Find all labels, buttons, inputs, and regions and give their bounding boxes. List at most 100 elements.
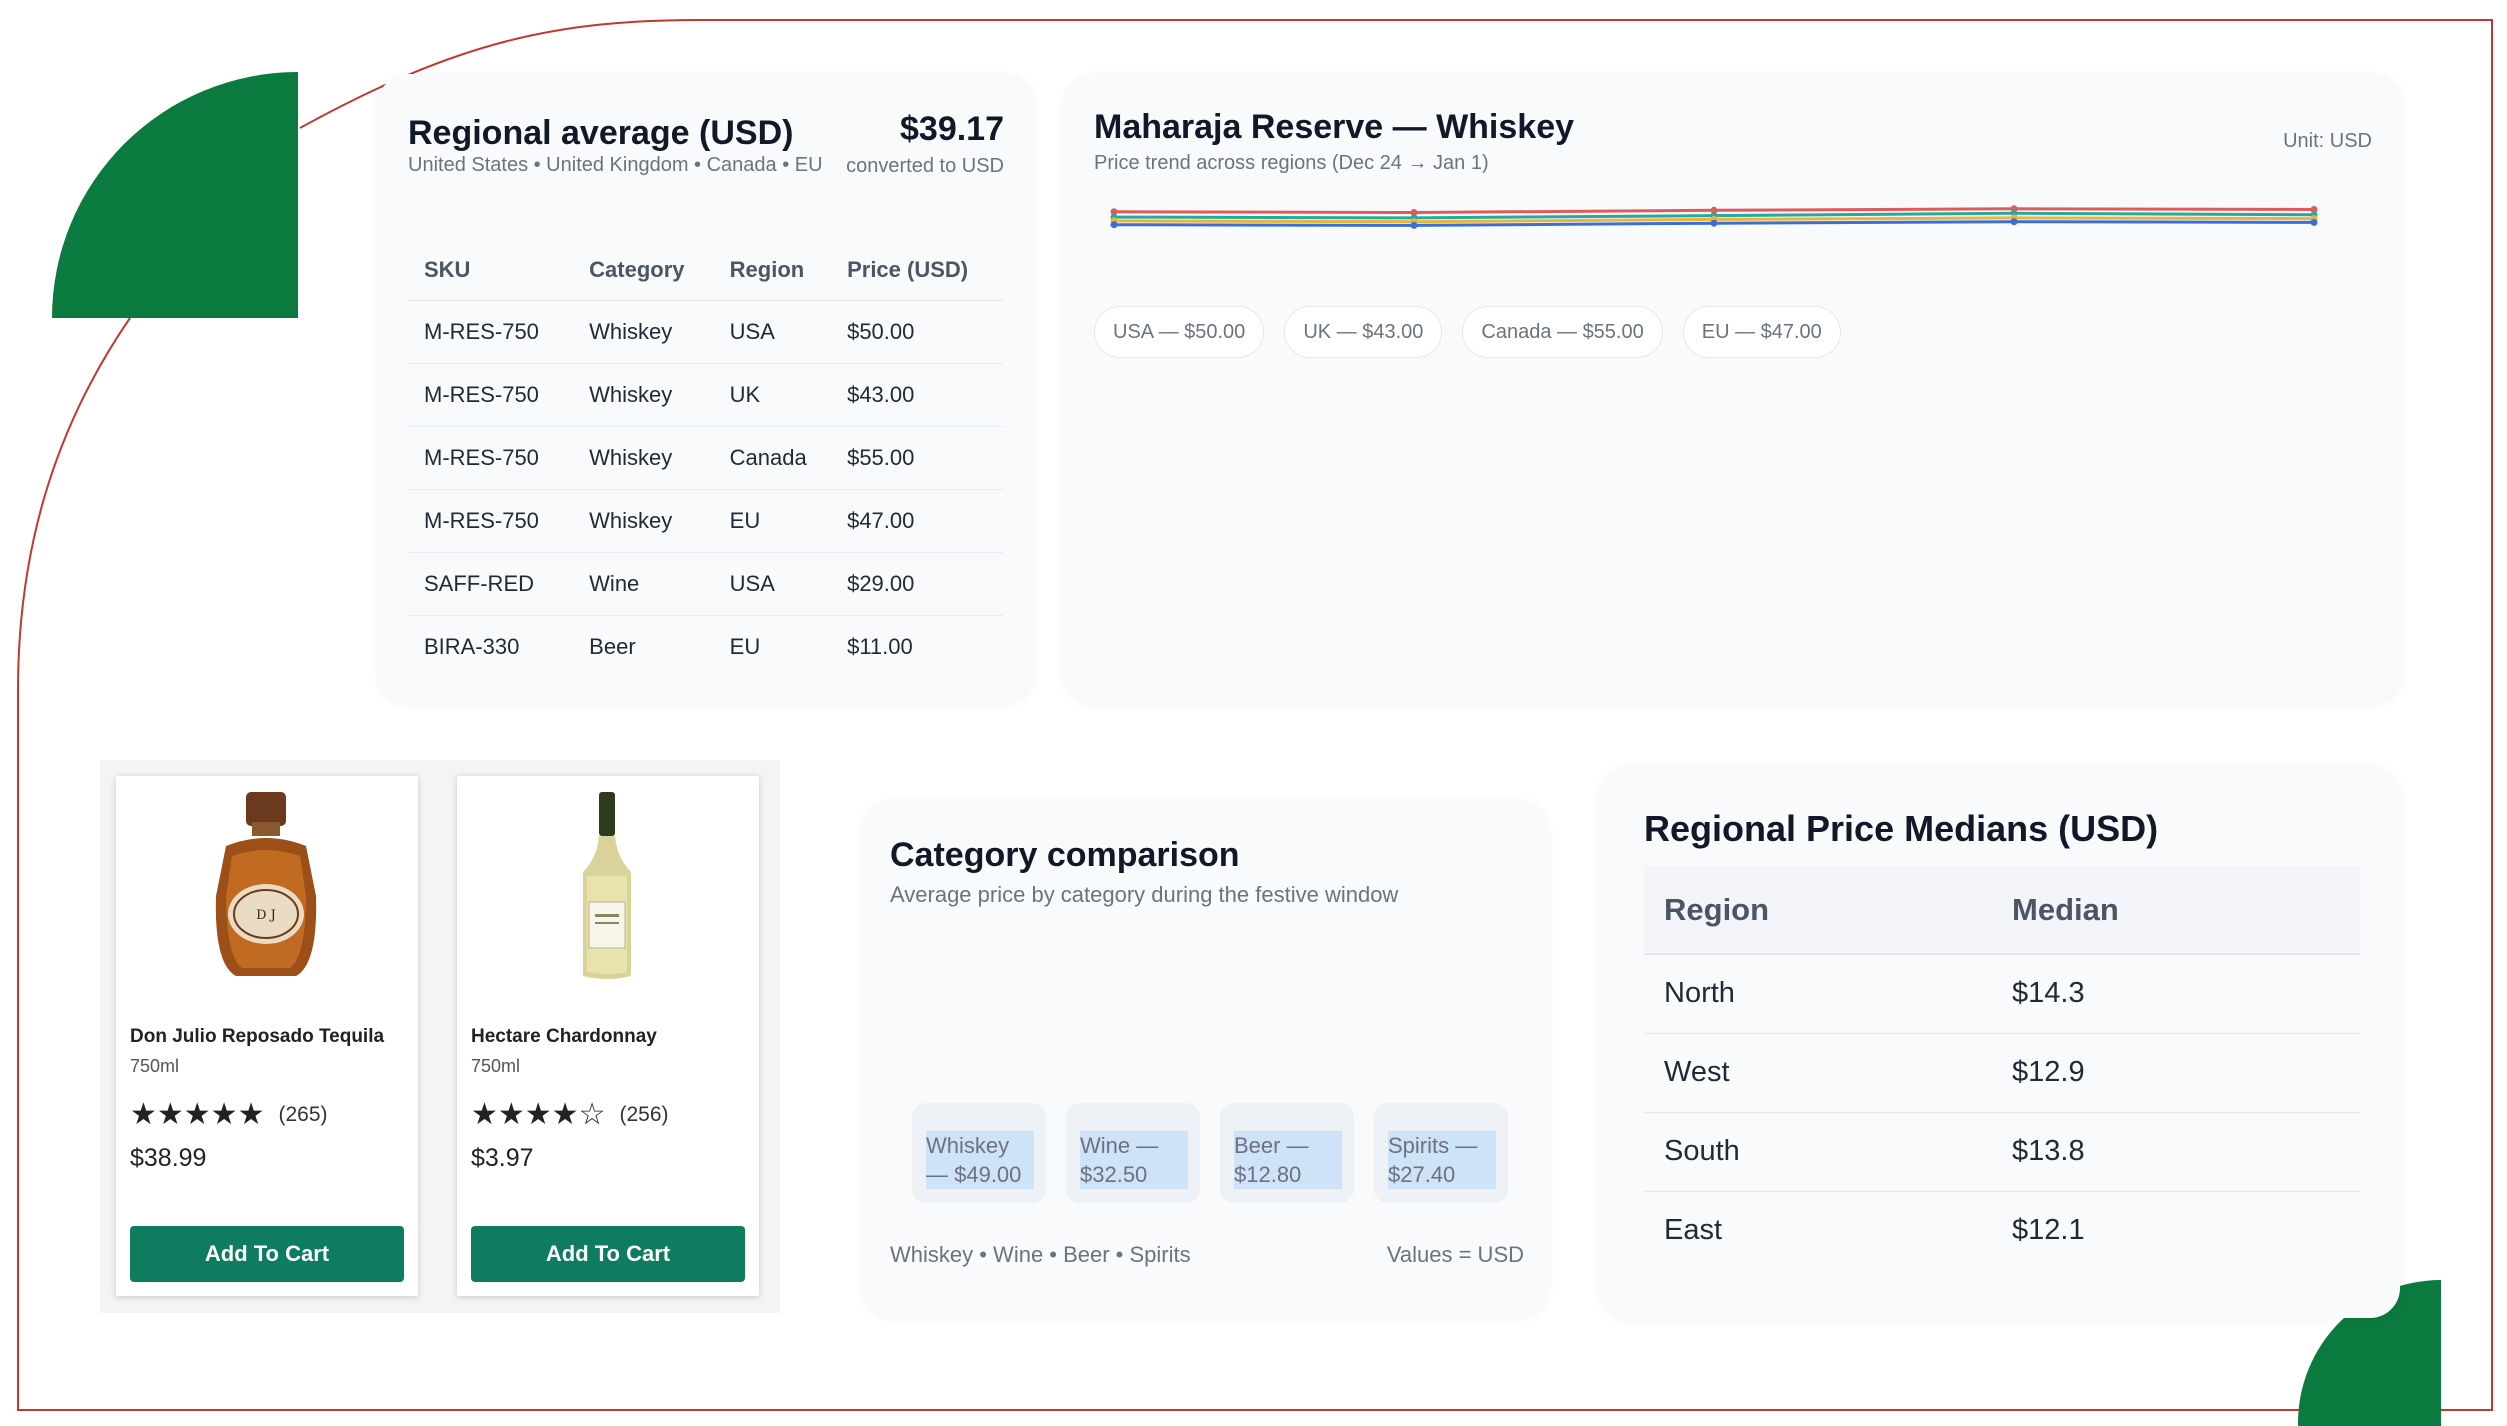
region-cell: USA <box>713 552 832 616</box>
medians-table: Region Median North $14.3 West $12.9 Sou… <box>1644 866 2360 1270</box>
data-point-usa <box>1110 208 1118 216</box>
product-price: $38.99 <box>130 1144 207 1172</box>
legend-chip-usa[interactable]: USA — $50.00 <box>1094 306 1265 358</box>
table-row: M-RES-750 Whiskey USA $50.00 <box>408 300 1004 364</box>
region-cell: USA <box>713 300 832 364</box>
region-cell: EU <box>729 633 761 659</box>
product-name[interactable]: Hectare Chardonnay <box>471 1026 657 1047</box>
category-legend: Whiskey • Wine • Beer • Spirits <box>890 1242 1191 1267</box>
column-header: Region <box>713 240 832 301</box>
median-cell: $12.9 <box>1992 1033 2360 1113</box>
data-point-usa <box>2310 206 2318 213</box>
product-card[interactable]: Hectare Chardonnay 750ml ★★★★☆ (256) $3.… <box>457 776 759 1296</box>
rating-count: (256) <box>619 1103 669 1126</box>
price-table: SKU Category Region Price (USD) M-RES-75… <box>408 240 1004 678</box>
table-row: SAFF-RED Wine USA $29.00 <box>408 552 1004 616</box>
category-tile-whiskey[interactable]: Whiskey — $49.00 <box>912 1103 1046 1203</box>
star-rating-icon: ★★★★☆ <box>471 1098 606 1131</box>
category-unit-note: Values = USD <box>1386 1242 1524 1267</box>
category-cell: Beer <box>589 633 636 659</box>
regional-medians-card: Regional Price Medians (USD) Region Medi… <box>1600 766 2400 1318</box>
product-rating: ★★★★★ (265) <box>130 1100 328 1130</box>
price-cell: $11.00 <box>847 633 913 659</box>
column-header: Median <box>1992 866 2360 955</box>
add-to-cart-button[interactable]: Add To Cart <box>130 1226 404 1282</box>
column-header: SKU <box>408 240 574 301</box>
text-highlight <box>1080 1131 1188 1189</box>
column-header: Category <box>573 240 714 301</box>
category-tile-wine[interactable]: Wine — $32.50 <box>1066 1103 1200 1203</box>
data-point-usa <box>1710 206 1718 214</box>
star-rating-icon: ★★★★★ <box>130 1098 265 1131</box>
region-cell: EU <box>713 489 832 553</box>
product-name[interactable]: Don Julio Reposado Tequila <box>130 1026 385 1047</box>
product-size: 750ml <box>471 1056 521 1076</box>
table-row: M-RES-750 Whiskey Canada $55.00 <box>408 426 1004 490</box>
product-price: $3.97 <box>471 1144 534 1172</box>
wine-bottle-icon <box>583 792 631 979</box>
category-cell: Wine <box>573 552 714 616</box>
category-subtitle: Average price by category during the fes… <box>890 882 1399 907</box>
price-cell: $47.00 <box>831 489 1004 553</box>
category-tile-label: Spirits — $27.40 <box>1388 1133 1478 1187</box>
category-tile-label: Wine — $32.50 <box>1080 1133 1159 1187</box>
category-title: Category comparison <box>890 836 1240 874</box>
region-cell: South <box>1644 1112 1992 1192</box>
price-cell: $29.00 <box>831 552 1004 616</box>
regional-average-regions: United States • United Kingdom • Canada … <box>408 154 823 176</box>
table-row: BIRA-330 Beer EU $11.00 <box>408 615 1004 678</box>
table-row: East $12.1 <box>1644 1191 2360 1270</box>
regional-average-title: Regional average (USD) <box>408 114 794 152</box>
brand-corner-shape-top-left <box>52 72 298 318</box>
category-tile-beer[interactable]: Beer — $12.80 <box>1220 1103 1354 1203</box>
category-tile-label: Beer — $12.80 <box>1234 1133 1309 1187</box>
table-header-row: SKU Category Region Price (USD) <box>408 240 1004 301</box>
add-to-cart-button[interactable]: Add To Cart <box>471 1226 745 1282</box>
regional-average-value: $39.17 <box>900 110 1004 148</box>
sku-cell: M-RES-750 <box>408 300 574 364</box>
svg-text:D J: D J <box>256 908 276 923</box>
legend-chip-eu[interactable]: EU — $47.00 <box>1682 306 1841 358</box>
legend-chip-canada[interactable]: Canada — $55.00 <box>1462 306 1663 358</box>
category-cell: Whiskey <box>573 426 714 490</box>
price-cell: $50.00 <box>831 300 1004 364</box>
category-tile-spirits[interactable]: Spirits — $27.40 <box>1374 1103 1508 1203</box>
region-cell: Canada <box>713 426 832 490</box>
category-cell: Whiskey <box>573 300 714 364</box>
rating-count: (265) <box>278 1103 328 1126</box>
data-point-eu <box>1410 221 1418 229</box>
region-cell: West <box>1644 1033 1992 1113</box>
product-card[interactable]: D J Don Julio Reposado Tequila 750ml ★★★… <box>116 776 418 1296</box>
region-cell: North <box>1644 954 1992 1034</box>
trend-unit-label: Unit: USD <box>2283 130 2372 152</box>
price-cell: $55.00 <box>831 426 1004 490</box>
region-legend-chips: USA — $50.00 UK — $43.00 Canada — $55.00… <box>1094 306 1841 358</box>
median-cell: $14.3 <box>1992 954 2360 1034</box>
table-row: North $14.3 <box>1644 954 2360 1034</box>
legend-chip-uk[interactable]: UK — $43.00 <box>1284 306 1443 358</box>
column-header: Region <box>1644 866 1992 955</box>
product-rating: ★★★★☆ (256) <box>471 1100 669 1130</box>
category-tiles: Whiskey — $49.00 Wine — $32.50 Beer — $1… <box>912 1103 1508 1203</box>
regional-average-value-note: converted to USD <box>846 155 1004 177</box>
product-size: 750ml <box>130 1056 180 1076</box>
price-trend-card: Maharaja Reserve — Whiskey Price trend a… <box>1064 74 2402 702</box>
region-cell: East <box>1664 1214 1723 1247</box>
table-row: M-RES-750 Whiskey UK $43.00 <box>408 363 1004 427</box>
sku-cell: M-RES-750 <box>408 489 574 553</box>
text-highlight <box>926 1131 1034 1189</box>
text-highlight <box>1388 1131 1496 1189</box>
region-cell: UK <box>713 363 832 427</box>
sku-cell: M-RES-750 <box>408 363 574 427</box>
sku-cell: SAFF-RED <box>408 552 574 616</box>
category-comparison-card: Category comparison Average price by cat… <box>862 800 1548 1316</box>
sku-cell: BIRA-330 <box>424 633 520 659</box>
data-point-eu <box>1110 221 1118 229</box>
text-highlight <box>1234 1131 1342 1189</box>
trend-title: Maharaja Reserve — Whiskey <box>1094 108 1575 146</box>
data-point-usa <box>1410 209 1418 216</box>
price-cell: $43.00 <box>831 363 1004 427</box>
category-cell: Whiskey <box>573 489 714 553</box>
category-cell: Whiskey <box>573 363 714 427</box>
trend-subtitle: Price trend across regions (Dec 24 → Jan… <box>1094 152 1489 174</box>
